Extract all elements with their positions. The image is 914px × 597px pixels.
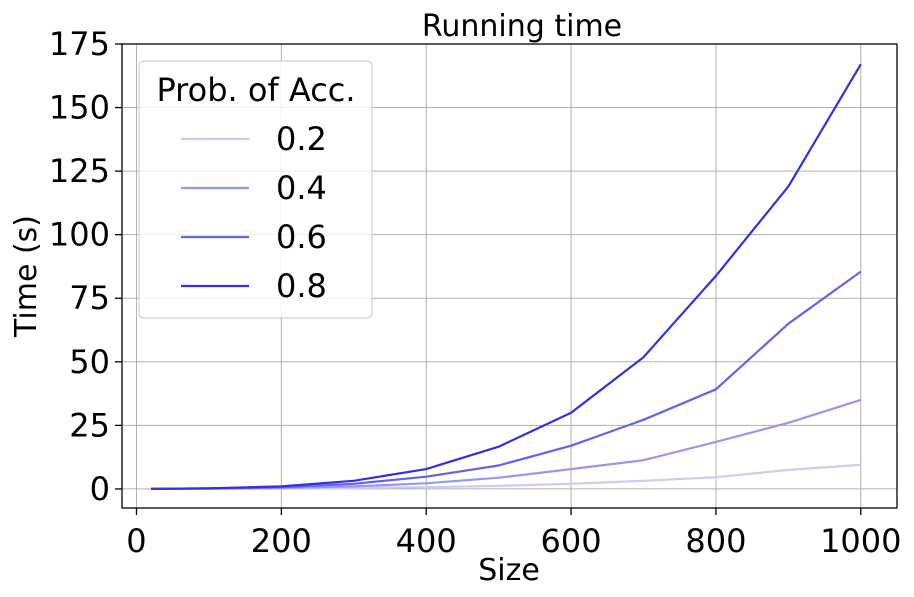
legend-label-0.8: 0.8 [276, 267, 327, 305]
y-tick-label: 25 [69, 406, 110, 444]
legend-label-0.2: 0.2 [276, 120, 327, 158]
y-tick-label: 175 [49, 25, 110, 63]
x-tick-label: 400 [396, 522, 457, 560]
ticks: 0 200 400 600 800 1000 0 25 50 75 100 125 150 175 [49, 25, 902, 560]
legend: Prob. of Acc. 0.2 0.4 0.6 0.8 [138, 60, 373, 319]
legend-label-0.4: 0.4 [276, 169, 327, 207]
y-tick-label: 50 [69, 343, 110, 381]
y-tick-label: 75 [69, 279, 110, 317]
y-axis-label: Time (s) [9, 215, 44, 338]
series-line-0.8 [150, 63, 862, 490]
series-lines [150, 63, 862, 490]
x-tick-label: 1000 [820, 522, 901, 560]
x-axis-label: Size [478, 553, 540, 588]
x-tick-label: 0 [126, 522, 146, 560]
x-tick-label: 800 [685, 522, 746, 560]
legend-label-0.6: 0.6 [276, 218, 327, 256]
y-tick-label: 125 [49, 152, 110, 190]
legend-box [138, 60, 373, 319]
x-tick-label: 200 [251, 522, 312, 560]
x-tick-label: 600 [541, 522, 602, 560]
y-tick-label: 150 [49, 89, 110, 127]
y-tick-label: 0 [90, 470, 110, 508]
chart-title: Running time [422, 9, 622, 44]
legend-title: Prob. of Acc. [156, 71, 355, 109]
plot-frame [121, 43, 898, 509]
y-tick-label: 100 [49, 216, 110, 254]
